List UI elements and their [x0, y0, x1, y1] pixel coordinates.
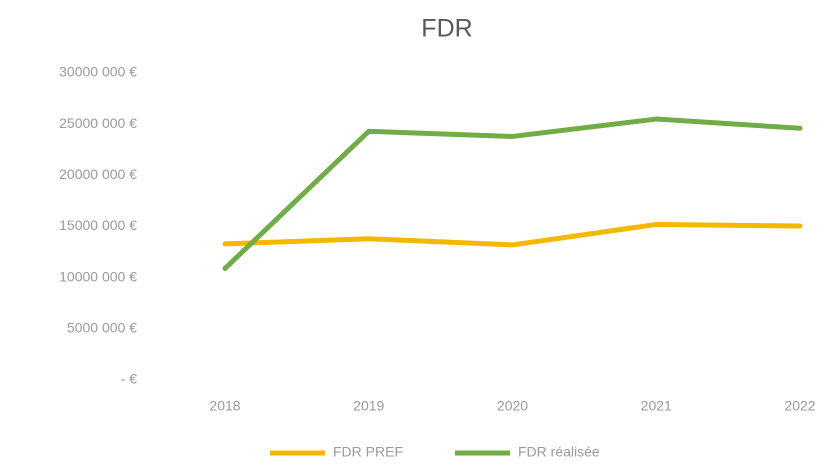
x-tick-label: 2021	[641, 398, 672, 414]
y-tick-label: 10000 000 €	[59, 268, 137, 284]
x-tick-label: 2020	[497, 398, 528, 414]
y-tick-label: 15000 000 €	[59, 217, 137, 233]
chart-title: FDR	[421, 15, 472, 43]
series-line	[222, 116, 803, 271]
y-tick-label: 5000 000 €	[67, 320, 137, 336]
y-tick-label: 20000 000 €	[59, 166, 137, 182]
x-tick-label: 2022	[784, 398, 815, 414]
x-tick-label: 2019	[353, 398, 384, 414]
y-tick-label: 25000 000 €	[59, 115, 137, 131]
x-tick-label: 2018	[209, 398, 240, 414]
legend-label: FDR réalisée	[518, 444, 600, 460]
y-tick-label: 30000 000 €	[59, 64, 137, 80]
series-line	[222, 221, 803, 248]
y-tick-label: - €	[121, 371, 138, 387]
legend-label: FDR PREF	[333, 444, 403, 460]
